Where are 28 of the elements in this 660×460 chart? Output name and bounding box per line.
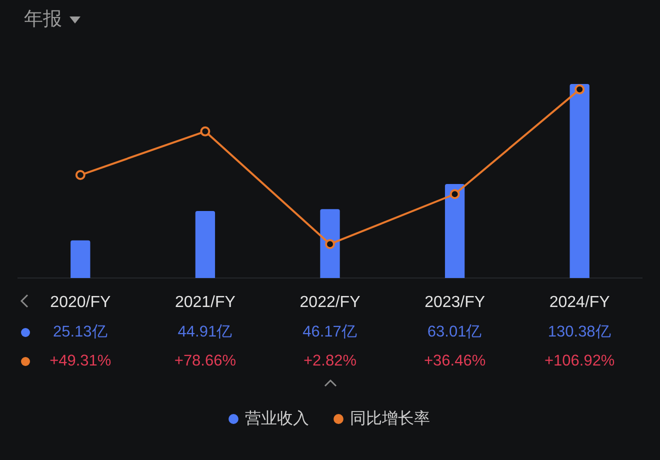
- bar: [320, 209, 340, 278]
- x-tick-label: 2024/FY: [549, 294, 610, 312]
- legend-label: 营业收入: [245, 409, 309, 428]
- data-label: +2.82%: [303, 352, 357, 370]
- point: [200, 126, 210, 136]
- bar: [195, 210, 216, 278]
- bar: [570, 84, 590, 278]
- data-label: 25.13亿: [53, 323, 108, 340]
- data-label: 63.01亿: [427, 323, 482, 340]
- point: [75, 170, 86, 180]
- data-label: +78.66%: [174, 352, 236, 370]
- x-tick-label: 2021/FY: [174, 294, 236, 312]
- bar: [70, 240, 90, 278]
- point: [325, 239, 335, 250]
- data-label: +36.46%: [424, 352, 486, 370]
- chart-title: 年报: [24, 8, 62, 32]
- data-label: 44.91亿: [178, 323, 233, 340]
- data-label: 46.17亿: [302, 323, 358, 340]
- x-tick-label: 2020/FY: [50, 294, 111, 312]
- x-tick-label: 2022/FY: [300, 294, 361, 312]
- point: [450, 189, 460, 200]
- point: [574, 84, 585, 94]
- data-label: +49.31%: [50, 352, 112, 370]
- legend-label: 同比增长率: [350, 409, 430, 428]
- x-tick-label: 2023/FY: [424, 294, 486, 312]
- data-label: +106.92%: [544, 352, 615, 370]
- bar: [444, 184, 465, 278]
- data-label: 130.38亿: [548, 323, 612, 340]
